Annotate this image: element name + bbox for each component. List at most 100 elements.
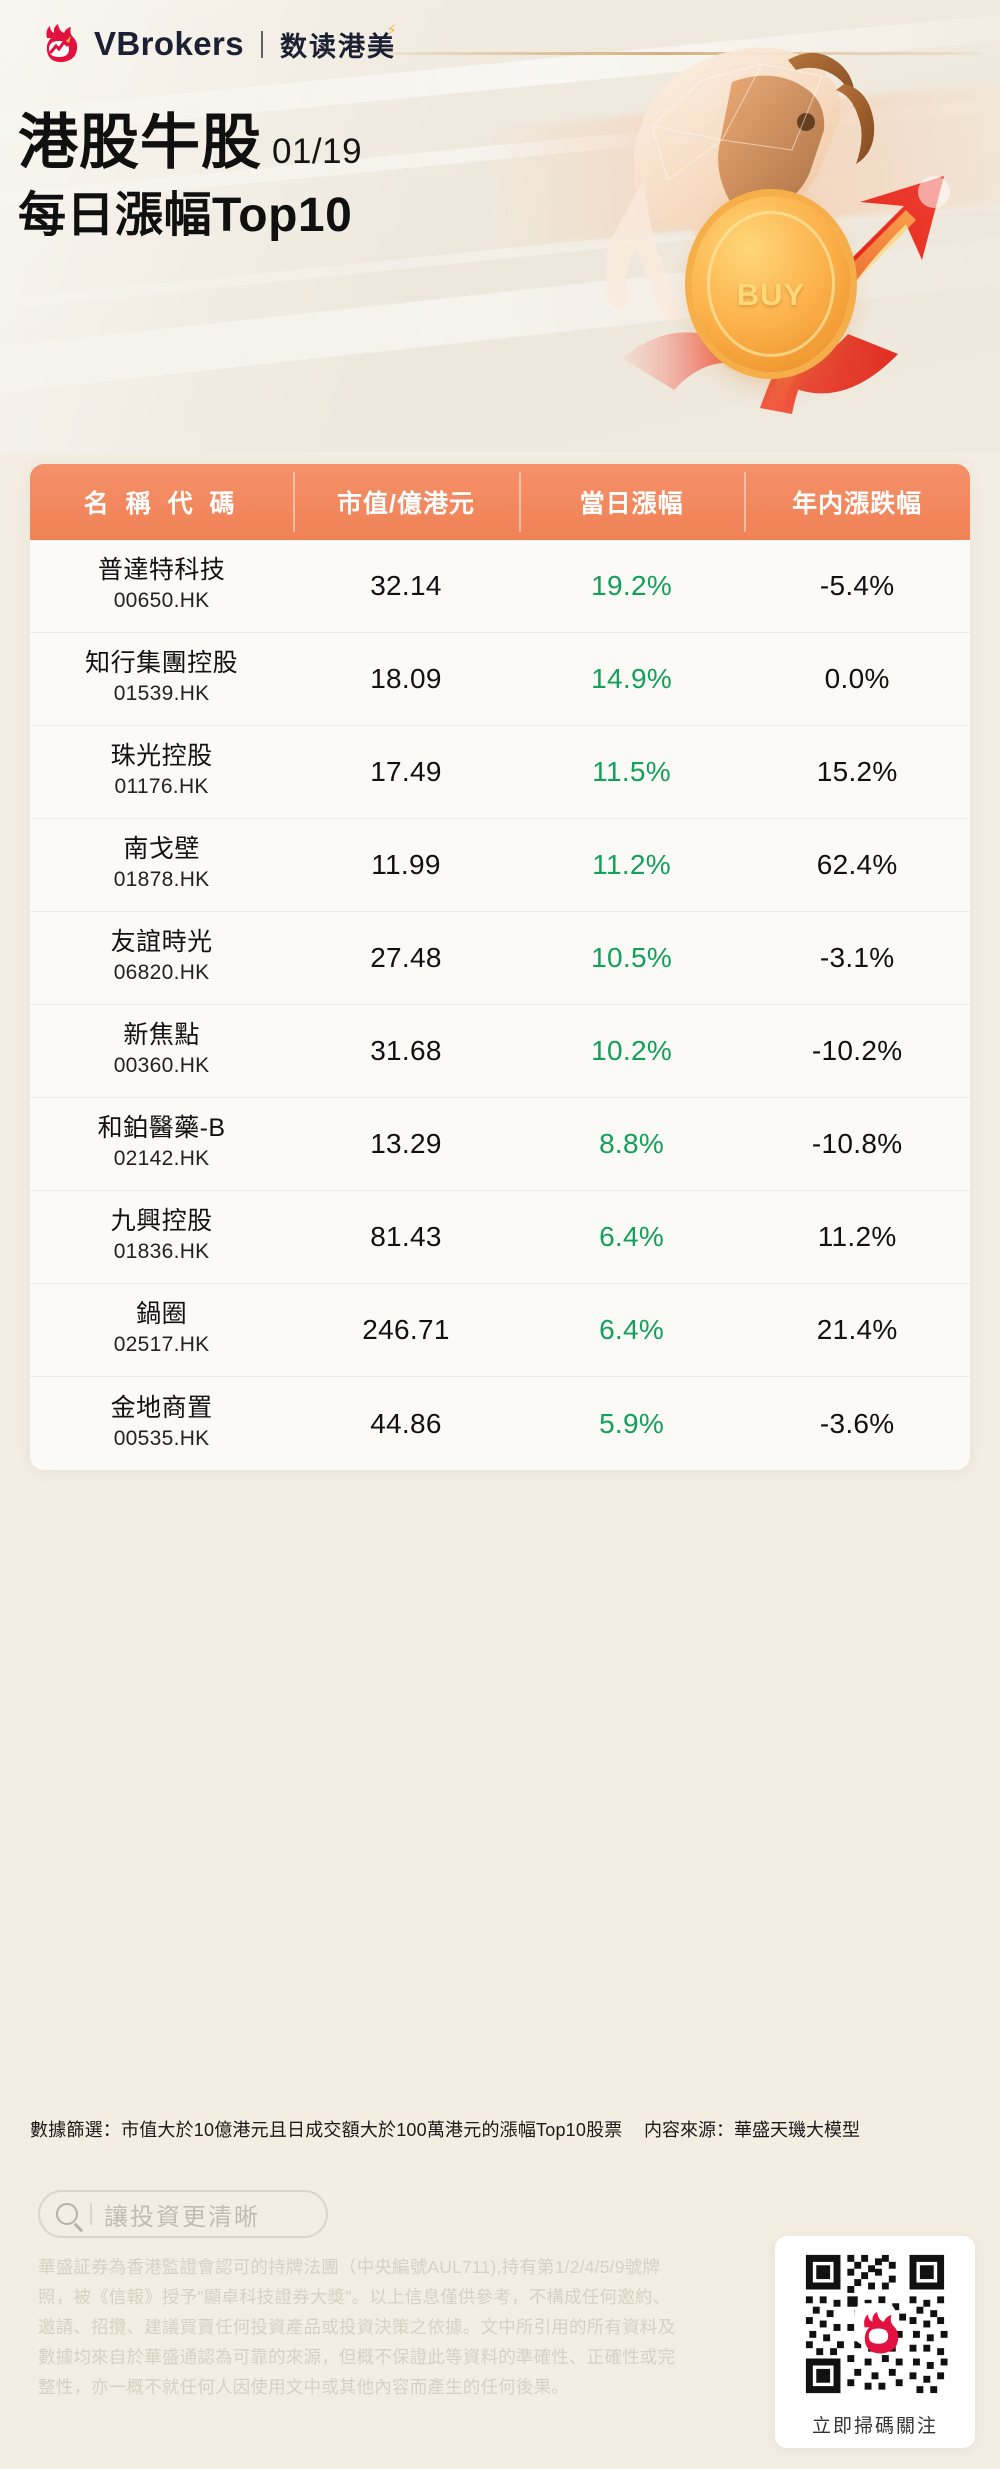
day-change-value: 10.2%: [591, 1035, 673, 1066]
cell-ytd-change: 0.0%: [744, 633, 970, 725]
table-row[interactable]: 和鉑醫藥-B 02142.HK 13.29 8.8% -10.8%: [30, 1098, 970, 1191]
cell-name-code: 南戈壁 01878.HK: [30, 819, 293, 911]
stock-table-card: 名 稱 代 碼 市值/億港元 當日漲幅 年内漲跌幅 普達特科技 00650.HK 3…: [30, 464, 970, 1470]
cell-name-code: 知行集團控股 01539.HK: [30, 633, 293, 725]
cell-name-code: 友誼時光 06820.HK: [30, 912, 293, 1004]
brand-logo-row: VBrokers 数读港美 ⚡: [38, 21, 399, 64]
brand-divider: [260, 30, 263, 58]
hero-artwork: BUY: [540, 16, 1000, 446]
column-header-day-change: 當日漲幅: [518, 464, 745, 540]
stock-code: 02142.HK: [113, 1147, 210, 1171]
cell-market-cap: 13.29: [293, 1098, 519, 1190]
ytd-change-value: -3.1%: [819, 942, 895, 973]
table-row[interactable]: 珠光控股 01176.HK 17.49 11.5% 15.2%: [30, 726, 970, 819]
coin-label: BUY: [736, 276, 806, 312]
cell-market-cap: 11.99: [293, 819, 519, 911]
table-row[interactable]: 鍋圈 02517.HK 246.71 6.4% 21.4%: [30, 1284, 970, 1377]
ytd-change-value: 62.4%: [816, 849, 898, 880]
ytd-change-value: -3.6%: [819, 1407, 895, 1439]
day-change-value: 5.9%: [599, 1407, 665, 1439]
table-row[interactable]: 友誼時光 06820.HK 27.48 10.5% -3.1%: [30, 912, 970, 1005]
table-row[interactable]: 九興控股 01836.HK 81.43 6.4% 11.2%: [30, 1191, 970, 1284]
cell-ytd-change: -5.4%: [744, 540, 970, 632]
market-cap-value: 27.48: [370, 942, 442, 973]
ytd-change-value: 21.4%: [816, 1314, 898, 1345]
cell-day-change: 14.9%: [519, 633, 745, 725]
cell-market-cap: 246.71: [293, 1284, 519, 1376]
flame-logo-icon: [46, 24, 78, 63]
cell-name-code: 金地商置 00535.HK: [30, 1377, 293, 1470]
cell-day-change: 6.4%: [519, 1284, 745, 1376]
cell-ytd-change: 15.2%: [744, 726, 970, 818]
cell-ytd-change: 11.2%: [744, 1191, 970, 1283]
cell-market-cap: 18.09: [293, 633, 519, 725]
column-header-ytd-change: 年内漲跌幅: [744, 464, 970, 540]
flame-logo-icon: [864, 2311, 899, 2354]
page-subtitle: 每日漲幅Top10: [18, 188, 353, 242]
table-body: 普達特科技 00650.HK 32.14 19.2% -5.4% 知行集團控股 01539.…: [30, 540, 970, 1470]
cell-day-change: 6.4%: [519, 1191, 745, 1283]
ytd-change-value: -10.8%: [811, 1128, 903, 1159]
day-change-value: 10.5%: [591, 942, 673, 973]
stock-name: 知行集團控股: [85, 649, 239, 678]
title-date: 01/19: [272, 131, 363, 171]
cell-day-change: 19.2%: [519, 540, 745, 632]
note-filter: 數據篩選：市值大於10億港元且日成交額大於100萬港元的漲幅Top10股票: [30, 2120, 623, 2140]
brand-cn-text: 数读港美: [279, 31, 396, 62]
stock-name: 南戈壁: [123, 835, 200, 864]
stock-code: 01878.HK: [113, 868, 210, 892]
slogan-text: 讓投資更清晰: [104, 2203, 260, 2231]
day-change-value: 6.4%: [599, 1314, 665, 1345]
pill-divider: [90, 2203, 92, 2225]
ytd-change-value: -5.4%: [819, 570, 895, 601]
cell-ytd-change: -3.1%: [744, 912, 970, 1004]
table-row[interactable]: 普達特科技 00650.HK 32.14 19.2% -5.4%: [30, 540, 970, 633]
cell-ytd-change: -3.6%: [744, 1377, 970, 1470]
qr-card[interactable]: 立即掃碼關注: [775, 2236, 975, 2448]
table-row[interactable]: 南戈壁 01878.HK 11.99 11.2% 62.4%: [30, 819, 970, 912]
brand-name: VBrokers: [94, 25, 244, 62]
day-change-value: 14.9%: [591, 663, 673, 694]
stock-name: 珠光控股: [110, 742, 213, 771]
ytd-change-value: 0.0%: [824, 663, 890, 694]
market-cap-value: 11.99: [371, 849, 441, 880]
qr-code-icon: [799, 2248, 951, 2400]
cell-day-change: 10.2%: [519, 1005, 745, 1097]
hero-banner: BUY VBrokers 数读港美 ⚡ 港股牛股 01/19 每日漲幅Top10: [0, 0, 1000, 452]
column-header-name-code: 名 稱 代 碼: [83, 490, 240, 518]
cell-day-change: 10.5%: [519, 912, 745, 1004]
market-cap-value: 81.43: [370, 1221, 442, 1252]
table-row[interactable]: 新焦點 00360.HK 31.68 10.2% -10.2%: [30, 1005, 970, 1098]
stock-name: 鍋圈: [136, 1300, 188, 1329]
stock-code: 00650.HK: [113, 589, 210, 613]
cell-ytd-change: 62.4%: [744, 819, 970, 911]
stock-code: 00360.HK: [113, 1054, 210, 1078]
spark-icon: ⚡: [386, 21, 399, 39]
market-cap-value: 13.29: [370, 1128, 442, 1159]
cell-name-code: 和鉑醫藥-B 02142.HK: [30, 1098, 293, 1190]
stock-name: 金地商置: [110, 1393, 213, 1422]
column-header-market-cap: 市值/億港元: [293, 464, 519, 540]
stock-name: 九興控股: [110, 1207, 213, 1236]
cell-market-cap: 81.43: [293, 1191, 519, 1283]
market-cap-value: 31.68: [370, 1035, 442, 1066]
stock-name: 和鉑醫藥-B: [97, 1114, 226, 1143]
table-row[interactable]: 金地商置 00535.HK 44.86 5.9% -3.6%: [30, 1377, 970, 1470]
table-row[interactable]: 知行集團控股 01539.HK 18.09 14.9% 0.0%: [30, 633, 970, 726]
slogan-pill[interactable]: 讓投資更清晰: [38, 2190, 328, 2238]
cell-ytd-change: -10.2%: [744, 1005, 970, 1097]
ytd-change-value: 11.2%: [817, 1221, 897, 1252]
day-change-value: 11.5%: [592, 756, 671, 787]
market-cap-value: 32.14: [370, 570, 442, 601]
qr-label: 立即掃碼關注: [811, 2416, 938, 2437]
ytd-change-value: -10.2%: [811, 1035, 903, 1066]
cell-name-code: 珠光控股 01176.HK: [30, 726, 293, 818]
cell-market-cap: 32.14: [293, 540, 519, 632]
cell-name-code: 普達特科技 00650.HK: [30, 540, 293, 632]
table-notes: 數據篩選：市值大於10億港元且日成交額大於100萬港元的漲幅Top10股票 内容…: [30, 2117, 970, 2145]
day-change-value: 19.2%: [591, 570, 673, 601]
cell-market-cap: 44.86: [293, 1377, 519, 1470]
cell-day-change: 11.5%: [519, 726, 745, 818]
cell-ytd-change: -10.8%: [744, 1098, 970, 1190]
cell-name-code: 九興控股 01836.HK: [30, 1191, 293, 1283]
